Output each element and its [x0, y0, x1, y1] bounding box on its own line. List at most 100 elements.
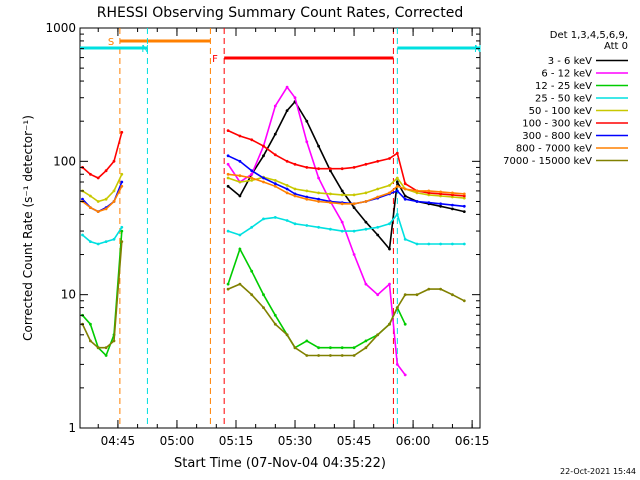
data-point	[112, 159, 116, 163]
data-point	[415, 189, 419, 193]
data-point	[305, 189, 309, 193]
data-point	[403, 237, 407, 241]
data-point	[238, 174, 242, 178]
flag-label: N	[141, 44, 148, 55]
data-point	[285, 184, 289, 187]
data-point	[395, 363, 399, 366]
data-point	[427, 242, 431, 246]
series-line	[227, 100, 465, 251]
data-point	[273, 153, 277, 157]
data-point	[340, 229, 344, 233]
flag-label: S	[108, 37, 114, 48]
data-point	[415, 191, 419, 195]
data-point	[285, 85, 289, 89]
data-point	[285, 159, 289, 163]
data-point	[329, 354, 332, 357]
data-point	[329, 227, 332, 231]
data-point	[305, 140, 309, 144]
data-point	[262, 154, 265, 158]
series-line	[81, 231, 406, 357]
data-point	[262, 306, 265, 309]
data-point	[340, 354, 344, 357]
data-point	[250, 138, 254, 142]
x-tick-label: 05:45	[337, 434, 372, 448]
data-point	[226, 154, 230, 158]
data-point	[293, 96, 297, 100]
data-point	[340, 202, 344, 206]
data-point	[293, 222, 297, 226]
data-point	[352, 166, 356, 169]
data-point	[104, 197, 108, 201]
y-tick-label: 100	[53, 154, 76, 168]
flag-label: N	[474, 44, 481, 55]
data-point	[285, 191, 289, 195]
legend-entry: 50 - 100 keV	[529, 106, 593, 117]
data-point	[395, 151, 399, 155]
data-point	[364, 162, 368, 166]
x-tick-label: 05:30	[278, 434, 313, 448]
data-point	[112, 200, 116, 203]
data-point	[439, 190, 442, 194]
data-point	[96, 242, 100, 246]
data-point	[120, 225, 124, 229]
data-point	[273, 132, 277, 136]
data-point	[120, 172, 124, 176]
data-point	[451, 191, 454, 195]
data-point	[238, 247, 242, 251]
data-point	[451, 293, 454, 297]
data-point	[403, 293, 407, 297]
data-point	[250, 179, 254, 182]
series-layer	[81, 85, 466, 377]
data-point	[352, 354, 356, 357]
series-line	[82, 173, 465, 213]
data-point	[317, 200, 320, 203]
data-point	[352, 202, 356, 206]
y-tick-label: 1000	[45, 21, 76, 35]
data-point	[81, 233, 84, 237]
data-point	[415, 293, 419, 297]
data-point	[427, 193, 431, 197]
data-point	[352, 253, 356, 256]
data-point	[388, 322, 391, 326]
data-point	[340, 189, 344, 193]
data-point	[364, 282, 368, 286]
data-point	[451, 193, 454, 197]
data-point	[451, 207, 454, 211]
data-point	[89, 339, 92, 343]
data-point	[395, 180, 399, 184]
data-point	[226, 287, 230, 291]
data-point	[226, 129, 230, 133]
legend-entry: 300 - 800 keV	[522, 131, 592, 142]
data-point	[250, 225, 254, 229]
data-point	[376, 159, 380, 163]
data-point	[293, 192, 297, 196]
data-point	[427, 287, 431, 291]
flag-bars: S N N F	[80, 28, 481, 428]
x-tick-label: 06:00	[396, 434, 431, 448]
data-point	[376, 225, 380, 229]
data-point	[329, 192, 332, 196]
data-point	[226, 184, 230, 188]
data-point	[317, 346, 320, 350]
data-point	[81, 197, 84, 201]
series-line	[82, 173, 465, 203]
x-tick-label: 05:15	[219, 434, 254, 448]
data-point	[317, 354, 320, 357]
data-point	[395, 213, 399, 216]
legend-entry: 800 - 7000 keV	[516, 144, 592, 155]
y-axis: 1 10 100 1000	[45, 21, 480, 435]
data-point	[293, 194, 297, 198]
data-point	[403, 182, 407, 186]
legend-entry: 100 - 300 keV	[522, 119, 592, 130]
data-point	[317, 167, 320, 171]
data-point	[415, 242, 419, 246]
data-point	[238, 180, 242, 184]
data-point	[352, 193, 356, 197]
data-point	[462, 210, 466, 214]
data-point	[293, 162, 297, 166]
data-point	[395, 306, 399, 309]
data-point	[364, 191, 368, 195]
legend-entry: 6 - 12 keV	[541, 69, 592, 80]
data-point	[403, 373, 407, 377]
